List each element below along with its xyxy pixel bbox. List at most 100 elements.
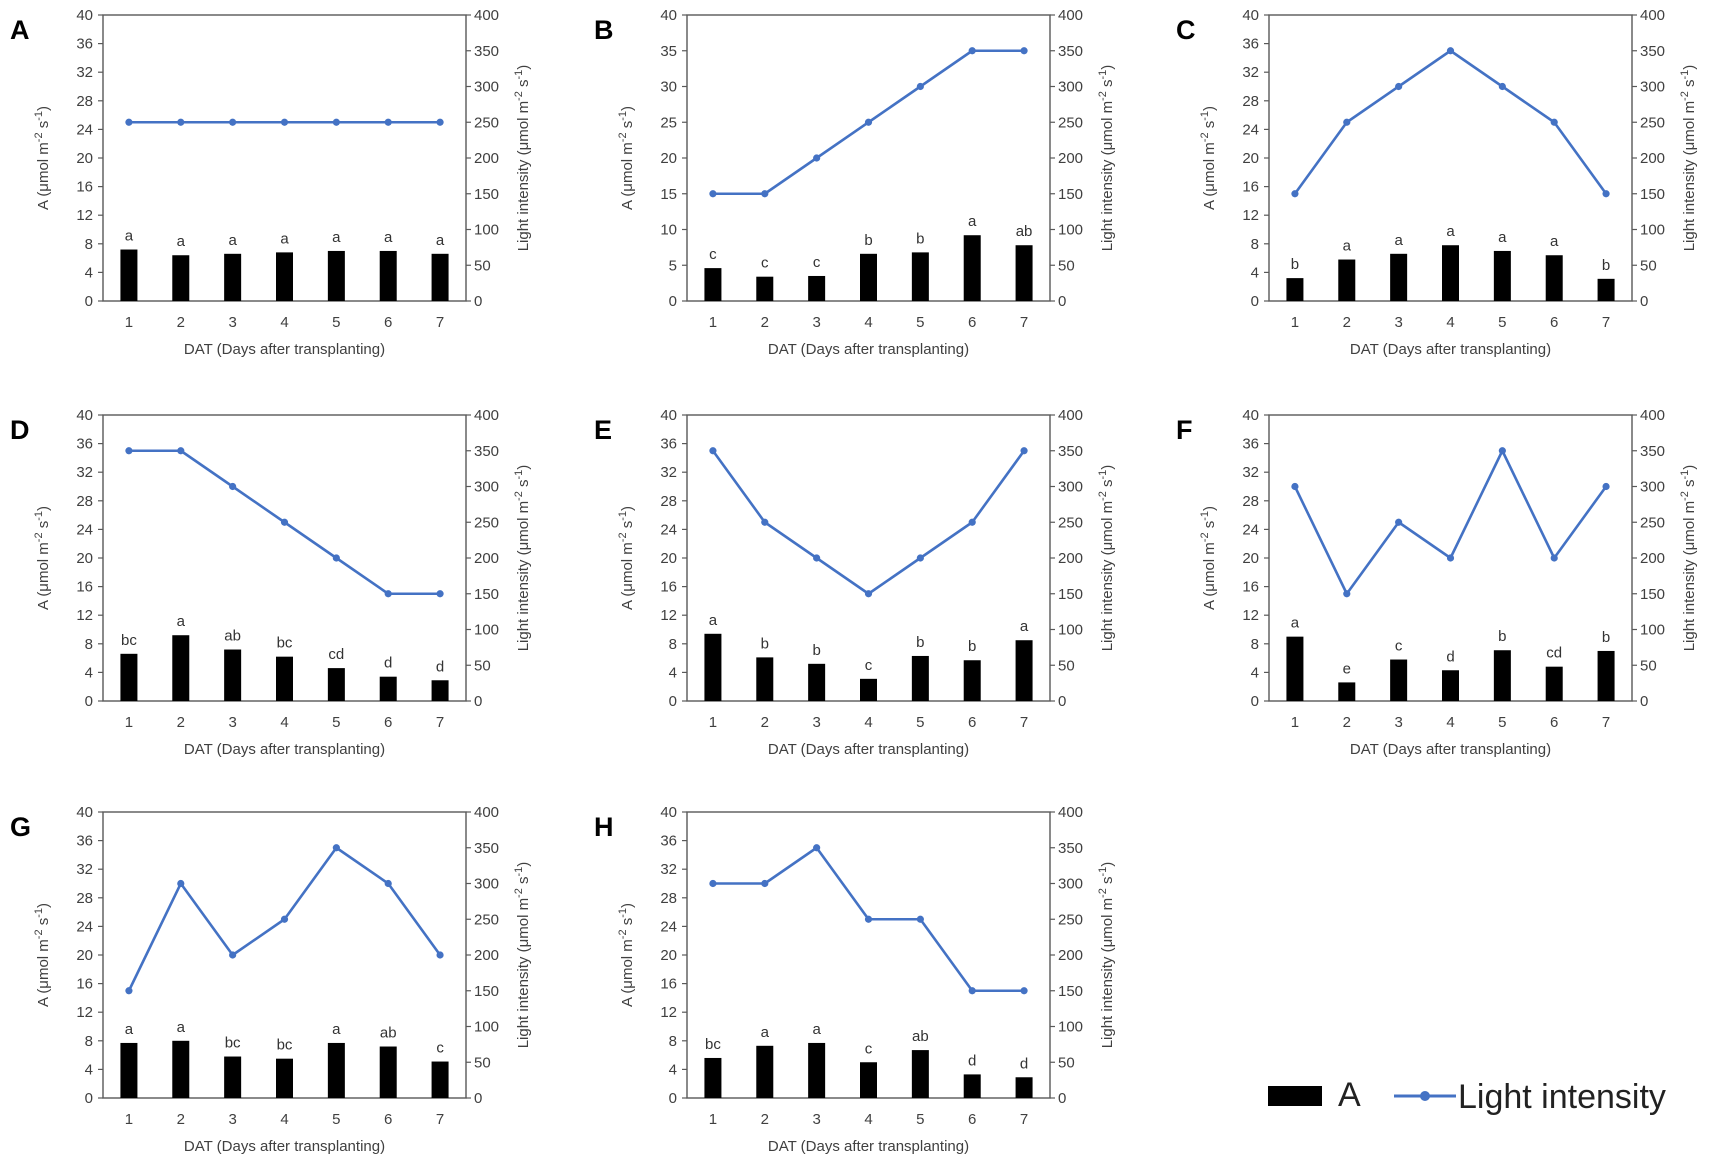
x-tick-label-d: 6 bbox=[384, 714, 392, 731]
left-tick-label-a: 12 bbox=[76, 207, 93, 224]
panel-letter-g: G bbox=[10, 812, 31, 842]
panel-letter-c: C bbox=[1176, 15, 1196, 45]
right-tick-label-g: 200 bbox=[474, 947, 499, 964]
left-tick-label-d: 12 bbox=[76, 607, 93, 624]
bar-annotation-b: ab bbox=[1016, 223, 1033, 240]
right-tick-label-d: 100 bbox=[474, 622, 499, 639]
right-tick-label-g: 400 bbox=[474, 804, 499, 821]
left-tick-label-g: 16 bbox=[76, 976, 93, 993]
left-tick-label-h: 0 bbox=[669, 1090, 677, 1107]
bar-annotation-f: a bbox=[1291, 615, 1300, 632]
bar-annotation-g: a bbox=[332, 1021, 341, 1038]
bar-annotation-e: a bbox=[1020, 618, 1029, 635]
light-point-e bbox=[968, 518, 976, 526]
right-axis-title-g: Light intensity (μmol m-2 s-1) bbox=[513, 862, 532, 1049]
left-tick-label-f: 0 bbox=[1251, 693, 1259, 710]
left-tick-label-c: 16 bbox=[1242, 179, 1259, 196]
bar-annotation-g: a bbox=[177, 1019, 186, 1036]
right-tick-label-a: 250 bbox=[474, 114, 499, 131]
bar-d bbox=[379, 676, 397, 701]
bar-annotation-d: bc bbox=[121, 632, 137, 649]
left-tick-label-a: 4 bbox=[85, 264, 93, 281]
x-axis-title-d: DAT (Days after transplanting) bbox=[184, 741, 385, 758]
light-point-a bbox=[436, 118, 444, 126]
right-tick-label-h: 350 bbox=[1058, 840, 1083, 857]
left-tick-label-f: 36 bbox=[1242, 436, 1259, 453]
left-tick-label-g: 40 bbox=[76, 804, 93, 821]
x-tick-label-b: 1 bbox=[709, 314, 717, 331]
left-axis-title-f: A (μmol m-2 s-1) bbox=[1199, 506, 1218, 610]
left-tick-label-d: 16 bbox=[76, 579, 93, 596]
light-point-f bbox=[1343, 590, 1351, 598]
bar-b bbox=[756, 276, 774, 301]
light-point-f bbox=[1291, 482, 1299, 491]
light-point-a bbox=[384, 118, 392, 126]
bar-annotation-g: bc bbox=[277, 1037, 293, 1054]
left-tick-label-g: 8 bbox=[85, 1033, 93, 1050]
bar-annotation-h: a bbox=[812, 1021, 821, 1038]
light-point-b bbox=[968, 47, 976, 55]
x-tick-label-h: 2 bbox=[761, 1111, 769, 1128]
bar-g bbox=[379, 1046, 397, 1098]
x-tick-label-h: 4 bbox=[864, 1111, 872, 1128]
left-tick-label-h: 32 bbox=[660, 861, 677, 878]
left-tick-label-a: 8 bbox=[85, 236, 93, 253]
bar-b bbox=[911, 252, 929, 301]
right-tick-label-b: 200 bbox=[1058, 150, 1083, 167]
bar-annotation-b: b bbox=[864, 232, 872, 249]
light-point-g bbox=[125, 987, 133, 995]
light-point-c bbox=[1550, 118, 1558, 126]
light-point-h bbox=[709, 879, 717, 888]
legend-line-label: Light intensity bbox=[1458, 1078, 1666, 1116]
x-tick-label-f: 5 bbox=[1498, 714, 1506, 731]
legend-line-marker bbox=[1420, 1091, 1430, 1101]
bar-annotation-a: a bbox=[280, 230, 289, 247]
light-point-a bbox=[332, 118, 340, 126]
left-tick-label-e: 16 bbox=[660, 579, 677, 596]
left-tick-label-d: 20 bbox=[76, 550, 93, 567]
left-tick-label-f: 16 bbox=[1242, 579, 1259, 596]
x-tick-label-g: 5 bbox=[332, 1111, 340, 1128]
bar-f bbox=[1545, 666, 1563, 701]
bar-b bbox=[704, 268, 722, 301]
x-axis-title-b: DAT (Days after transplanting) bbox=[768, 341, 969, 358]
panel-d: D048121620242832364005010015020025030035… bbox=[10, 407, 532, 758]
light-point-e bbox=[916, 554, 924, 562]
right-tick-label-d: 150 bbox=[474, 586, 499, 603]
left-tick-label-f: 4 bbox=[1251, 664, 1259, 681]
right-axis-title-b: Light intensity (μmol m-2 s-1) bbox=[1097, 65, 1116, 252]
right-tick-label-h: 400 bbox=[1058, 804, 1083, 821]
light-point-a bbox=[229, 118, 237, 126]
light-point-f bbox=[1395, 518, 1403, 526]
x-tick-label-g: 2 bbox=[177, 1111, 185, 1128]
bar-e bbox=[1015, 640, 1033, 701]
right-tick-label-b: 50 bbox=[1058, 257, 1075, 274]
right-tick-label-e: 350 bbox=[1058, 443, 1083, 460]
x-tick-label-f: 1 bbox=[1291, 714, 1299, 731]
bar-h bbox=[808, 1042, 826, 1098]
bar-annotation-c: a bbox=[1446, 223, 1455, 240]
right-tick-label-a: 50 bbox=[474, 257, 491, 274]
bar-g bbox=[327, 1042, 345, 1098]
bar-annotation-f: d bbox=[1446, 648, 1454, 665]
x-tick-label-a: 4 bbox=[280, 314, 288, 331]
light-point-d bbox=[332, 554, 340, 562]
left-tick-label-e: 8 bbox=[669, 636, 677, 653]
panel-letter-f: F bbox=[1176, 415, 1193, 445]
bar-d bbox=[431, 680, 449, 701]
bar-annotation-c: b bbox=[1602, 257, 1610, 274]
left-tick-label-f: 32 bbox=[1242, 464, 1259, 481]
x-tick-label-f: 7 bbox=[1602, 714, 1610, 731]
right-tick-label-b: 150 bbox=[1058, 186, 1083, 203]
left-tick-label-e: 24 bbox=[660, 521, 677, 538]
right-tick-label-e: 250 bbox=[1058, 514, 1083, 531]
x-tick-label-g: 3 bbox=[228, 1111, 236, 1128]
x-axis-title-c: DAT (Days after transplanting) bbox=[1350, 341, 1551, 358]
right-tick-label-d: 200 bbox=[474, 550, 499, 567]
left-tick-label-d: 24 bbox=[76, 521, 93, 538]
right-tick-label-f: 350 bbox=[1640, 443, 1665, 460]
light-point-e bbox=[709, 447, 717, 455]
bar-c bbox=[1442, 245, 1459, 301]
left-tick-label-f: 8 bbox=[1251, 636, 1259, 653]
bar-annotation-h: d bbox=[1020, 1055, 1028, 1072]
